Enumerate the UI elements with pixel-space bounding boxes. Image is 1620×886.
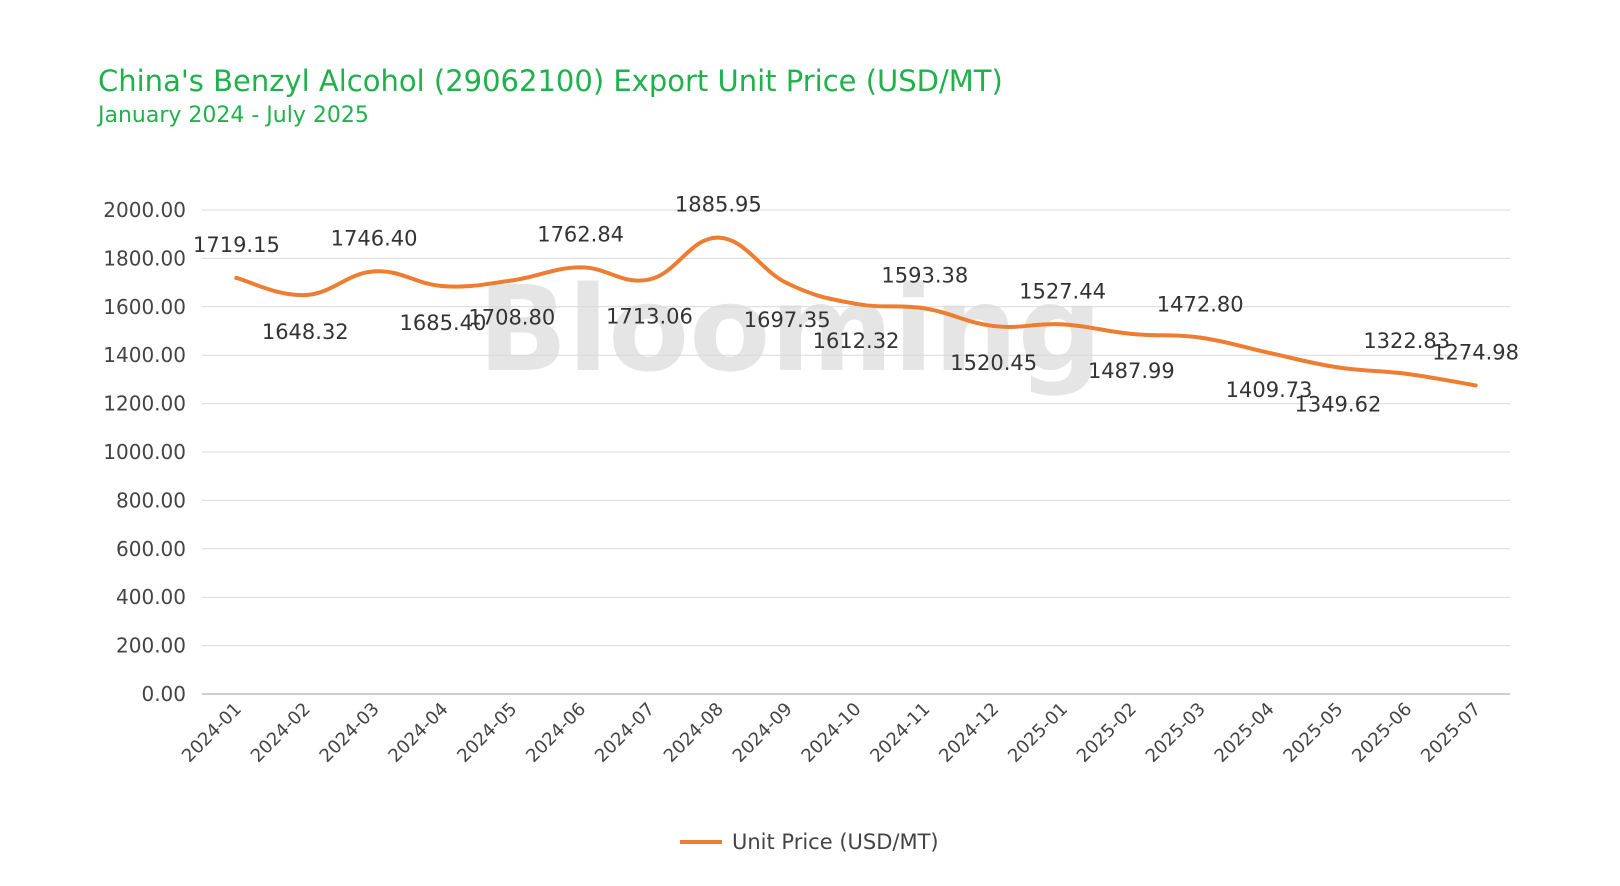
x-tick-label: 2024-05 [453,699,521,767]
data-label: 1472.80 [1157,293,1244,317]
data-label: 1527.44 [1019,279,1106,303]
data-label: 1762.84 [537,222,624,246]
data-point [372,269,377,274]
series-layer [234,235,1478,388]
y-tick-label: 200.00 [116,634,186,658]
data-point [1060,322,1065,327]
data-point [716,235,721,240]
data-point [303,293,308,298]
data-point [922,306,927,311]
y-axis-ticks: 0.00 200.00 400.00 600.00 800.00 1000.00 1200.… [103,198,186,706]
data-point [1198,335,1203,340]
x-axis-ticks: 2024-01 2024-02 2024-03 2024-04 2024-05 2024-… [178,699,1485,767]
x-tick-label: 2025-06 [1348,699,1416,767]
x-tick-label: 2025-07 [1417,699,1485,767]
y-tick-label: 1000.00 [103,440,186,464]
chart-subtitle: January 2024 - July 2025 [98,103,369,128]
y-tick-label: 0.00 [141,682,186,706]
data-point [854,301,858,306]
y-tick-label: 800.00 [116,488,186,512]
data-label: 1685.40 [400,311,487,335]
x-tick-label: 2024-01 [178,699,246,767]
x-tick-label: 2024-02 [247,699,315,767]
data-point [234,275,239,280]
x-tick-label: 2024-12 [935,699,1003,767]
x-tick-label: 2024-11 [866,699,934,767]
data-point [578,265,583,270]
x-tick-label: 2025-02 [1073,699,1141,767]
legend-label: Unit Price (USD/MT) [732,830,939,854]
data-label: 1708.80 [468,305,555,329]
y-tick-label: 1400.00 [103,343,186,367]
y-tick-label: 1800.00 [103,246,186,270]
data-label: 1885.95 [675,193,762,217]
data-point [1404,371,1409,376]
data-label: 1487.99 [1088,359,1175,383]
y-tick-label: 2000.00 [103,198,186,222]
data-point [785,281,790,286]
data-label: 1520.45 [950,351,1037,375]
grid-lines [202,209,1510,695]
data-label: 1409.73 [1226,378,1313,402]
x-tick-label: 2024-07 [591,699,659,767]
y-tick-label: 600.00 [116,537,186,561]
data-label: 1322.83 [1363,329,1450,353]
data-point [509,278,514,283]
data-label: 1746.40 [331,226,418,250]
data-label: 1274.98 [1432,340,1519,364]
data-label: 1713.06 [606,304,693,328]
y-tick-label: 1200.00 [103,392,186,416]
x-tick-label: 2024-03 [316,699,384,767]
data-point [1335,365,1340,370]
data-point [991,324,996,329]
y-tick-label: 1600.00 [103,295,186,319]
data-label: 1593.38 [881,263,968,287]
x-tick-label: 2024-09 [729,699,797,767]
x-tick-label: 2024-10 [797,699,865,767]
x-tick-label: 2025-01 [1004,699,1072,767]
x-tick-label: 2024-08 [660,699,728,767]
legend: Unit Price (USD/MT) [680,830,939,854]
data-label: 1697.35 [744,308,831,332]
data-label: 1612.32 [813,329,900,353]
x-tick-label: 2025-04 [1211,699,1279,767]
data-label: 1648.32 [262,320,349,344]
x-tick-label: 2024-04 [384,699,452,767]
x-tick-label: 2024-06 [522,699,590,767]
x-tick-label: 2025-05 [1279,699,1347,767]
data-point [647,277,652,282]
chart-title: China's Benzyl Alcohol (29062100) Export… [98,64,1003,98]
data-point [1267,350,1272,355]
data-point [1473,383,1478,388]
x-tick-label: 2025-03 [1142,699,1210,767]
y-tick-label: 400.00 [116,585,186,609]
data-label: 1349.62 [1294,392,1381,416]
data-point [1129,331,1134,336]
data-point [440,284,445,289]
data-label: 1719.15 [193,233,280,257]
